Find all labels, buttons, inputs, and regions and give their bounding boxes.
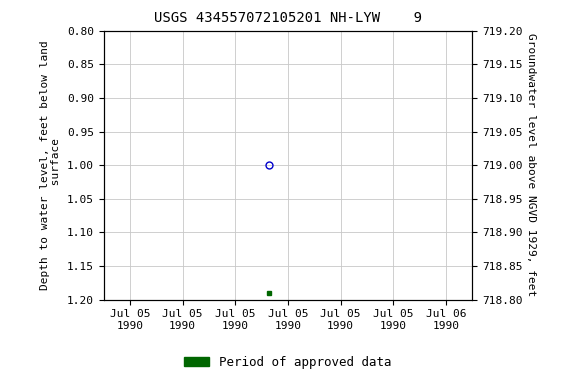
- Legend: Period of approved data: Period of approved data: [179, 351, 397, 374]
- Y-axis label: Groundwater level above NGVD 1929, feet: Groundwater level above NGVD 1929, feet: [526, 33, 536, 297]
- Y-axis label: Depth to water level, feet below land
 surface: Depth to water level, feet below land su…: [40, 40, 62, 290]
- Title: USGS 434557072105201 NH-LYW    9: USGS 434557072105201 NH-LYW 9: [154, 12, 422, 25]
